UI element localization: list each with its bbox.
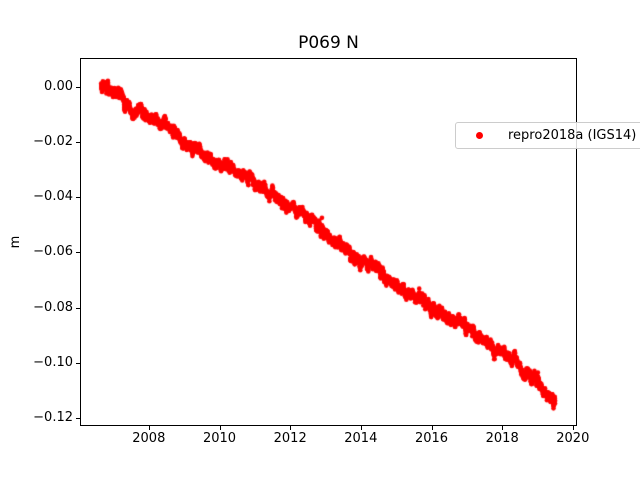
x-tick-mark: [290, 426, 292, 430]
x-tick-label: 2012: [273, 431, 307, 446]
x-tick-label: 2014: [344, 431, 378, 446]
y-tick-mark: [76, 417, 80, 419]
y-tick-mark: [76, 252, 80, 254]
y-tick-label: −0.02: [33, 134, 73, 149]
y-tick-mark: [76, 86, 80, 88]
y-tick-label: −0.04: [33, 189, 73, 205]
x-tick-label: 2008: [132, 431, 166, 446]
plot-area: repro2018a (IGS14): [80, 58, 640, 426]
y-tick-label: −0.08: [33, 299, 73, 315]
y-tick-mark: [76, 142, 80, 143]
chart-title: P069 N: [298, 33, 359, 53]
y-tick-mark: [76, 362, 80, 364]
x-tick-mark: [431, 426, 433, 430]
legend-label: repro2018a (IGS14): [508, 128, 637, 143]
legend: repro2018a (IGS14): [455, 122, 640, 149]
legend-marker-dot: [476, 132, 483, 139]
y-tick-mark: [76, 307, 80, 309]
y-tick-mark: [76, 197, 80, 199]
x-tick-label: 2016: [414, 431, 449, 446]
scatter-canvas: [81, 59, 576, 425]
x-tick-mark: [219, 426, 221, 430]
x-tick-mark: [360, 426, 362, 430]
x-tick-label: 2018: [485, 431, 519, 446]
y-tick-label: −0.10: [33, 354, 73, 370]
x-tick-label: 2010: [202, 431, 237, 446]
y-tick-label: 0.00: [44, 78, 73, 94]
y-tick-label: −0.12: [33, 409, 73, 425]
x-tick-mark: [502, 426, 504, 430]
x-tick-mark: [148, 426, 150, 430]
x-tick-label: 2020: [556, 431, 590, 446]
x-tick-mark: [572, 426, 574, 430]
y-tick-label: −0.06: [33, 244, 73, 260]
